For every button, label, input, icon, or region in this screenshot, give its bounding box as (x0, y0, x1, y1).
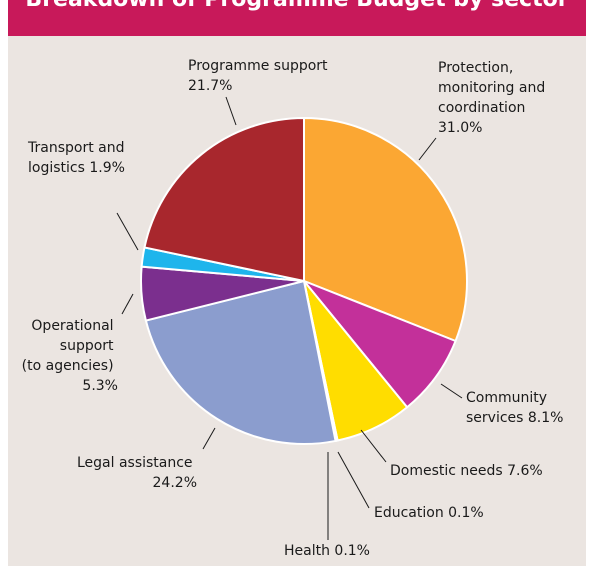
label-health-line-1: Health 0.1% (284, 543, 370, 559)
label-legal-line-2: 24.2% (153, 475, 197, 491)
leader-line-domestic (360, 429, 387, 463)
label-protection-line-3: coordination (438, 100, 525, 116)
label-operational-line-1: Operational (31, 318, 113, 334)
slice-label-domestic: Domestic needs 7.6% (390, 463, 543, 479)
pie-slices (140, 117, 468, 445)
pie-slice-legal (144, 280, 337, 445)
leader-line-legal (202, 427, 216, 450)
leader-line-community (440, 383, 463, 399)
label-domestic-line-1: Domestic needs 7.6% (390, 463, 543, 479)
label-programme-line-2: 21.7% (188, 78, 232, 94)
slice-label-legal: Legal assistance 24.2% (77, 455, 197, 491)
label-protection-line-1: Protection, (438, 60, 513, 76)
slice-label-protection: Protection, monitoring and coordination … (438, 60, 550, 136)
slice-label-education: Education 0.1% (374, 505, 484, 521)
label-education-line-1: Education 0.1% (374, 505, 484, 521)
label-protection-line-4: 31.0% (438, 120, 482, 136)
label-transport-line-2: logistics 1.9% (28, 160, 125, 176)
pie-slice-programme (143, 117, 305, 282)
slice-label-operational: Operational support (to agencies) 5.3% (22, 318, 118, 394)
chart-title: Breakdown of Programme Budget by sector (8, 0, 586, 12)
label-community-line-1: Community (466, 390, 547, 406)
chart-header: Breakdown of Programme Budget by sector (8, 0, 586, 36)
label-protection-line-2: monitoring and (438, 80, 545, 96)
pie-slice-protection (303, 117, 468, 342)
slice-label-programme: Programme support 21.7% (188, 58, 332, 94)
leader-line-operational (121, 293, 134, 315)
leader-line-protection (418, 137, 437, 161)
label-transport-line-1: Transport and (27, 140, 124, 156)
slice-label-transport: Transport and logistics 1.9% (27, 140, 129, 176)
slice-label-health: Health 0.1% (284, 543, 370, 559)
label-operational-line-3: (to agencies) (22, 358, 114, 374)
leader-lines (116, 96, 463, 540)
label-legal-line-1: Legal assistance (77, 455, 193, 471)
leader-line-education (337, 451, 370, 509)
slice-label-community: Community services 8.1% (466, 390, 563, 426)
leader-line-transport (116, 212, 139, 251)
label-community-line-2: services 8.1% (466, 410, 563, 426)
leader-line-programme (225, 96, 237, 126)
label-programme-line-1: Programme support (188, 58, 328, 74)
label-operational-line-2: support (60, 338, 114, 354)
label-operational-line-4: 5.3% (82, 378, 118, 394)
